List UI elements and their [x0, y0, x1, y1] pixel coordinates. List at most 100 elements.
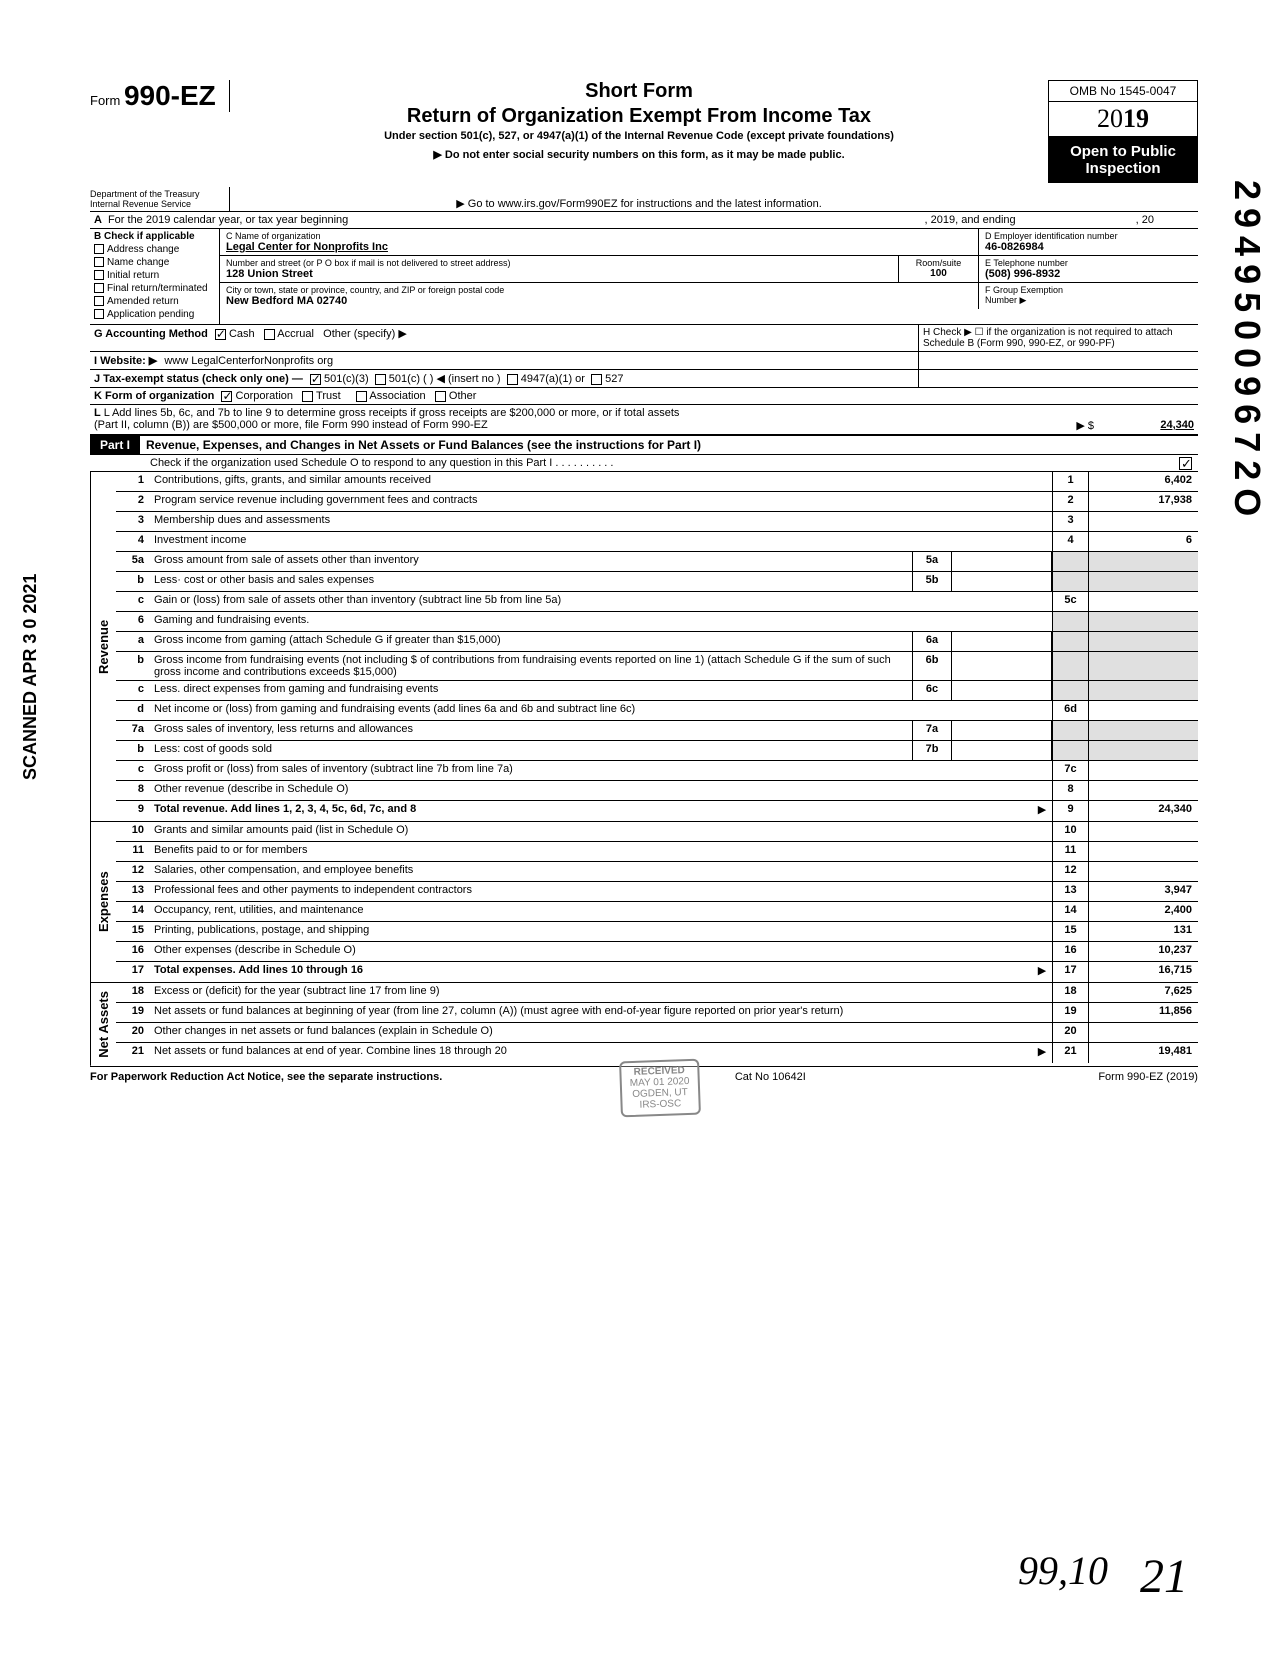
- line-a-mid1: , 2019, and ending: [925, 214, 1016, 226]
- c-addr-label: Number and street (or P O box if mail is…: [226, 258, 892, 268]
- l-text2: (Part II, column (B)) are $500,000 or mo…: [94, 419, 488, 432]
- k-opt-1: Trust: [316, 390, 341, 402]
- form-row: 14Occupancy, rent, utilities, and mainte…: [116, 902, 1198, 922]
- f-label2: Number ▶: [985, 295, 1192, 306]
- line-a-mid2: , 20: [1136, 214, 1154, 226]
- expenses-label: Expenses: [90, 822, 116, 982]
- c-name-label: C Name of organization: [226, 231, 972, 241]
- form-row: 7aGross sales of inventory, less returns…: [116, 721, 1198, 741]
- j-527-checkbox[interactable]: [591, 374, 602, 385]
- b-opt-5: Application pending: [107, 309, 194, 320]
- ein-value: 46-0826984: [985, 241, 1192, 253]
- k-opt-3: Other: [449, 390, 477, 402]
- short-form-title: Short Form: [238, 80, 1040, 103]
- b-opt-3: Final return/terminated: [107, 283, 208, 294]
- b-opt-4: Amended return: [107, 296, 179, 307]
- footer-right: Form 990-EZ (2019): [1098, 1071, 1198, 1083]
- form-row: cGain or (loss) from sale of assets othe…: [116, 592, 1198, 612]
- b-opt-0: Address change: [107, 244, 179, 255]
- revenue-label: Revenue: [90, 472, 116, 821]
- scanned-stamp: SCANNED APR 3 0 2021: [20, 574, 41, 780]
- main-title: Return of Organization Exempt From Incom…: [238, 105, 1040, 128]
- b-opt-2: Initial return: [107, 270, 159, 281]
- k-opt-2: Association: [369, 390, 425, 402]
- form-row: 15Printing, publications, postage, and s…: [116, 922, 1198, 942]
- form-row: bLess· cost or other basis and sales exp…: [116, 572, 1198, 592]
- year-suffix: 19: [1123, 104, 1149, 133]
- form-row: aGross income from gaming (attach Schedu…: [116, 632, 1198, 652]
- j-501c3-checkbox[interactable]: [310, 374, 321, 385]
- k-other-checkbox[interactable]: [435, 391, 446, 402]
- part-1-title: Revenue, Expenses, and Changes in Net As…: [140, 436, 1198, 454]
- j-501c-checkbox[interactable]: [375, 374, 386, 385]
- row-j: J Tax-exempt status (check only one) — 5…: [90, 370, 1198, 388]
- form-row: 17Total expenses. Add lines 10 through 1…: [116, 962, 1198, 982]
- expenses-section: Expenses 10Grants and similar amounts pa…: [90, 822, 1198, 983]
- j-opt-0: 501(c)(3): [324, 373, 369, 385]
- e-label: E Telephone number: [985, 258, 1192, 268]
- row-i: I Website: ▶ www LegalCenterforNonprofit…: [90, 352, 1198, 370]
- d-label: D Employer identification number: [985, 231, 1192, 241]
- form-row: 18Excess or (deficit) for the year (subt…: [116, 983, 1198, 1003]
- schedule-o-check: Check if the organization used Schedule …: [90, 455, 1198, 472]
- form-row: cGross profit or (loss) from sales of in…: [116, 761, 1198, 781]
- l-value: 24,340: [1094, 419, 1194, 432]
- scho-text: Check if the organization used Schedule …: [150, 457, 613, 469]
- form-row: 6Gaming and fundraising events.: [116, 612, 1198, 632]
- g-label: G Accounting Method: [94, 328, 208, 340]
- cash-checkbox[interactable]: [215, 329, 226, 340]
- org-name: Legal Center for Nonprofits Inc: [226, 241, 972, 253]
- website-value: www LegalCenterforNonprofits org: [164, 355, 333, 367]
- k-corp-checkbox[interactable]: [221, 391, 232, 402]
- form-header: Form 990-EZ Short Form Return of Organiz…: [90, 80, 1198, 183]
- form-row: 11Benefits paid to or for members11: [116, 842, 1198, 862]
- stamp-dept: IRS-OSC: [630, 1098, 690, 1111]
- form-row: 1Contributions, gifts, grants, and simil…: [116, 472, 1198, 492]
- j-4947-checkbox[interactable]: [507, 374, 518, 385]
- open-to-public: Open to Public Inspection: [1048, 137, 1198, 183]
- g-other: Other (specify) ▶: [323, 328, 407, 340]
- g-cash: Cash: [229, 328, 255, 340]
- phone-value: (508) 996-8932: [985, 268, 1192, 280]
- form-number: 990-EZ: [124, 80, 216, 111]
- netassets-label: Net Assets: [90, 983, 116, 1066]
- signature-2: 21: [1140, 1549, 1188, 1604]
- year-prefix: 20: [1097, 104, 1123, 133]
- f-label: F Group Exemption: [985, 285, 1063, 295]
- part-1-header: Part I Revenue, Expenses, and Changes in…: [90, 435, 1198, 455]
- street-address: 128 Union Street: [226, 268, 892, 280]
- g-accrual: Accrual: [277, 328, 314, 340]
- revenue-section: Revenue 1Contributions, gifts, grants, a…: [90, 472, 1198, 822]
- dept-treasury: Department of the Treasury Internal Reve…: [90, 187, 230, 211]
- scho-checkbox[interactable]: [1179, 457, 1192, 470]
- k-assoc-checkbox[interactable]: [356, 391, 367, 402]
- j-opt-1: 501(c) ( ) ◀ (insert no ): [389, 373, 501, 385]
- omb-number: OMB No 1545-0047: [1048, 80, 1198, 102]
- k-label: K Form of organization: [94, 390, 214, 402]
- form-row: bGross income from fundraising events (n…: [116, 652, 1198, 681]
- vertical-code: 29495009672O: [1226, 180, 1268, 524]
- form-row: 19Net assets or fund balances at beginni…: [116, 1003, 1198, 1023]
- accrual-checkbox[interactable]: [264, 329, 275, 340]
- b-header: B Check if applicable: [94, 231, 215, 242]
- form-row: 3Membership dues and assessments3: [116, 512, 1198, 532]
- subtitle: Under section 501(c), 527, or 4947(a)(1)…: [238, 130, 1040, 142]
- footer-left: For Paperwork Reduction Act Notice, see …: [90, 1071, 442, 1083]
- form-row: bLess: cost of goods sold7b: [116, 741, 1198, 761]
- dept-line1: Department of the Treasury: [90, 189, 225, 199]
- col-b: B Check if applicable Address change Nam…: [90, 229, 220, 324]
- l-arrow: ▶ $: [1076, 419, 1094, 432]
- id-block: B Check if applicable Address change Nam…: [90, 229, 1198, 325]
- k-opt-0: Corporation: [236, 390, 293, 402]
- instr-2: ▶ Go to www.irs.gov/Form990EZ for instru…: [230, 187, 1048, 211]
- b-opt-1: Name change: [107, 257, 169, 268]
- netassets-section: Net Assets 18Excess or (deficit) for the…: [90, 983, 1198, 1067]
- part-1-label: Part I: [90, 436, 140, 454]
- k-trust-checkbox[interactable]: [302, 391, 313, 402]
- form-row: 9Total revenue. Add lines 1, 2, 3, 4, 5c…: [116, 801, 1198, 821]
- j-label: J Tax-exempt status (check only one) —: [94, 373, 303, 385]
- line-a-text: For the 2019 calendar year, or tax year …: [108, 214, 348, 226]
- footer-mid: Cat No 10642I: [735, 1071, 806, 1083]
- form-row: 16Other expenses (describe in Schedule O…: [116, 942, 1198, 962]
- form-row: 4Investment income46: [116, 532, 1198, 552]
